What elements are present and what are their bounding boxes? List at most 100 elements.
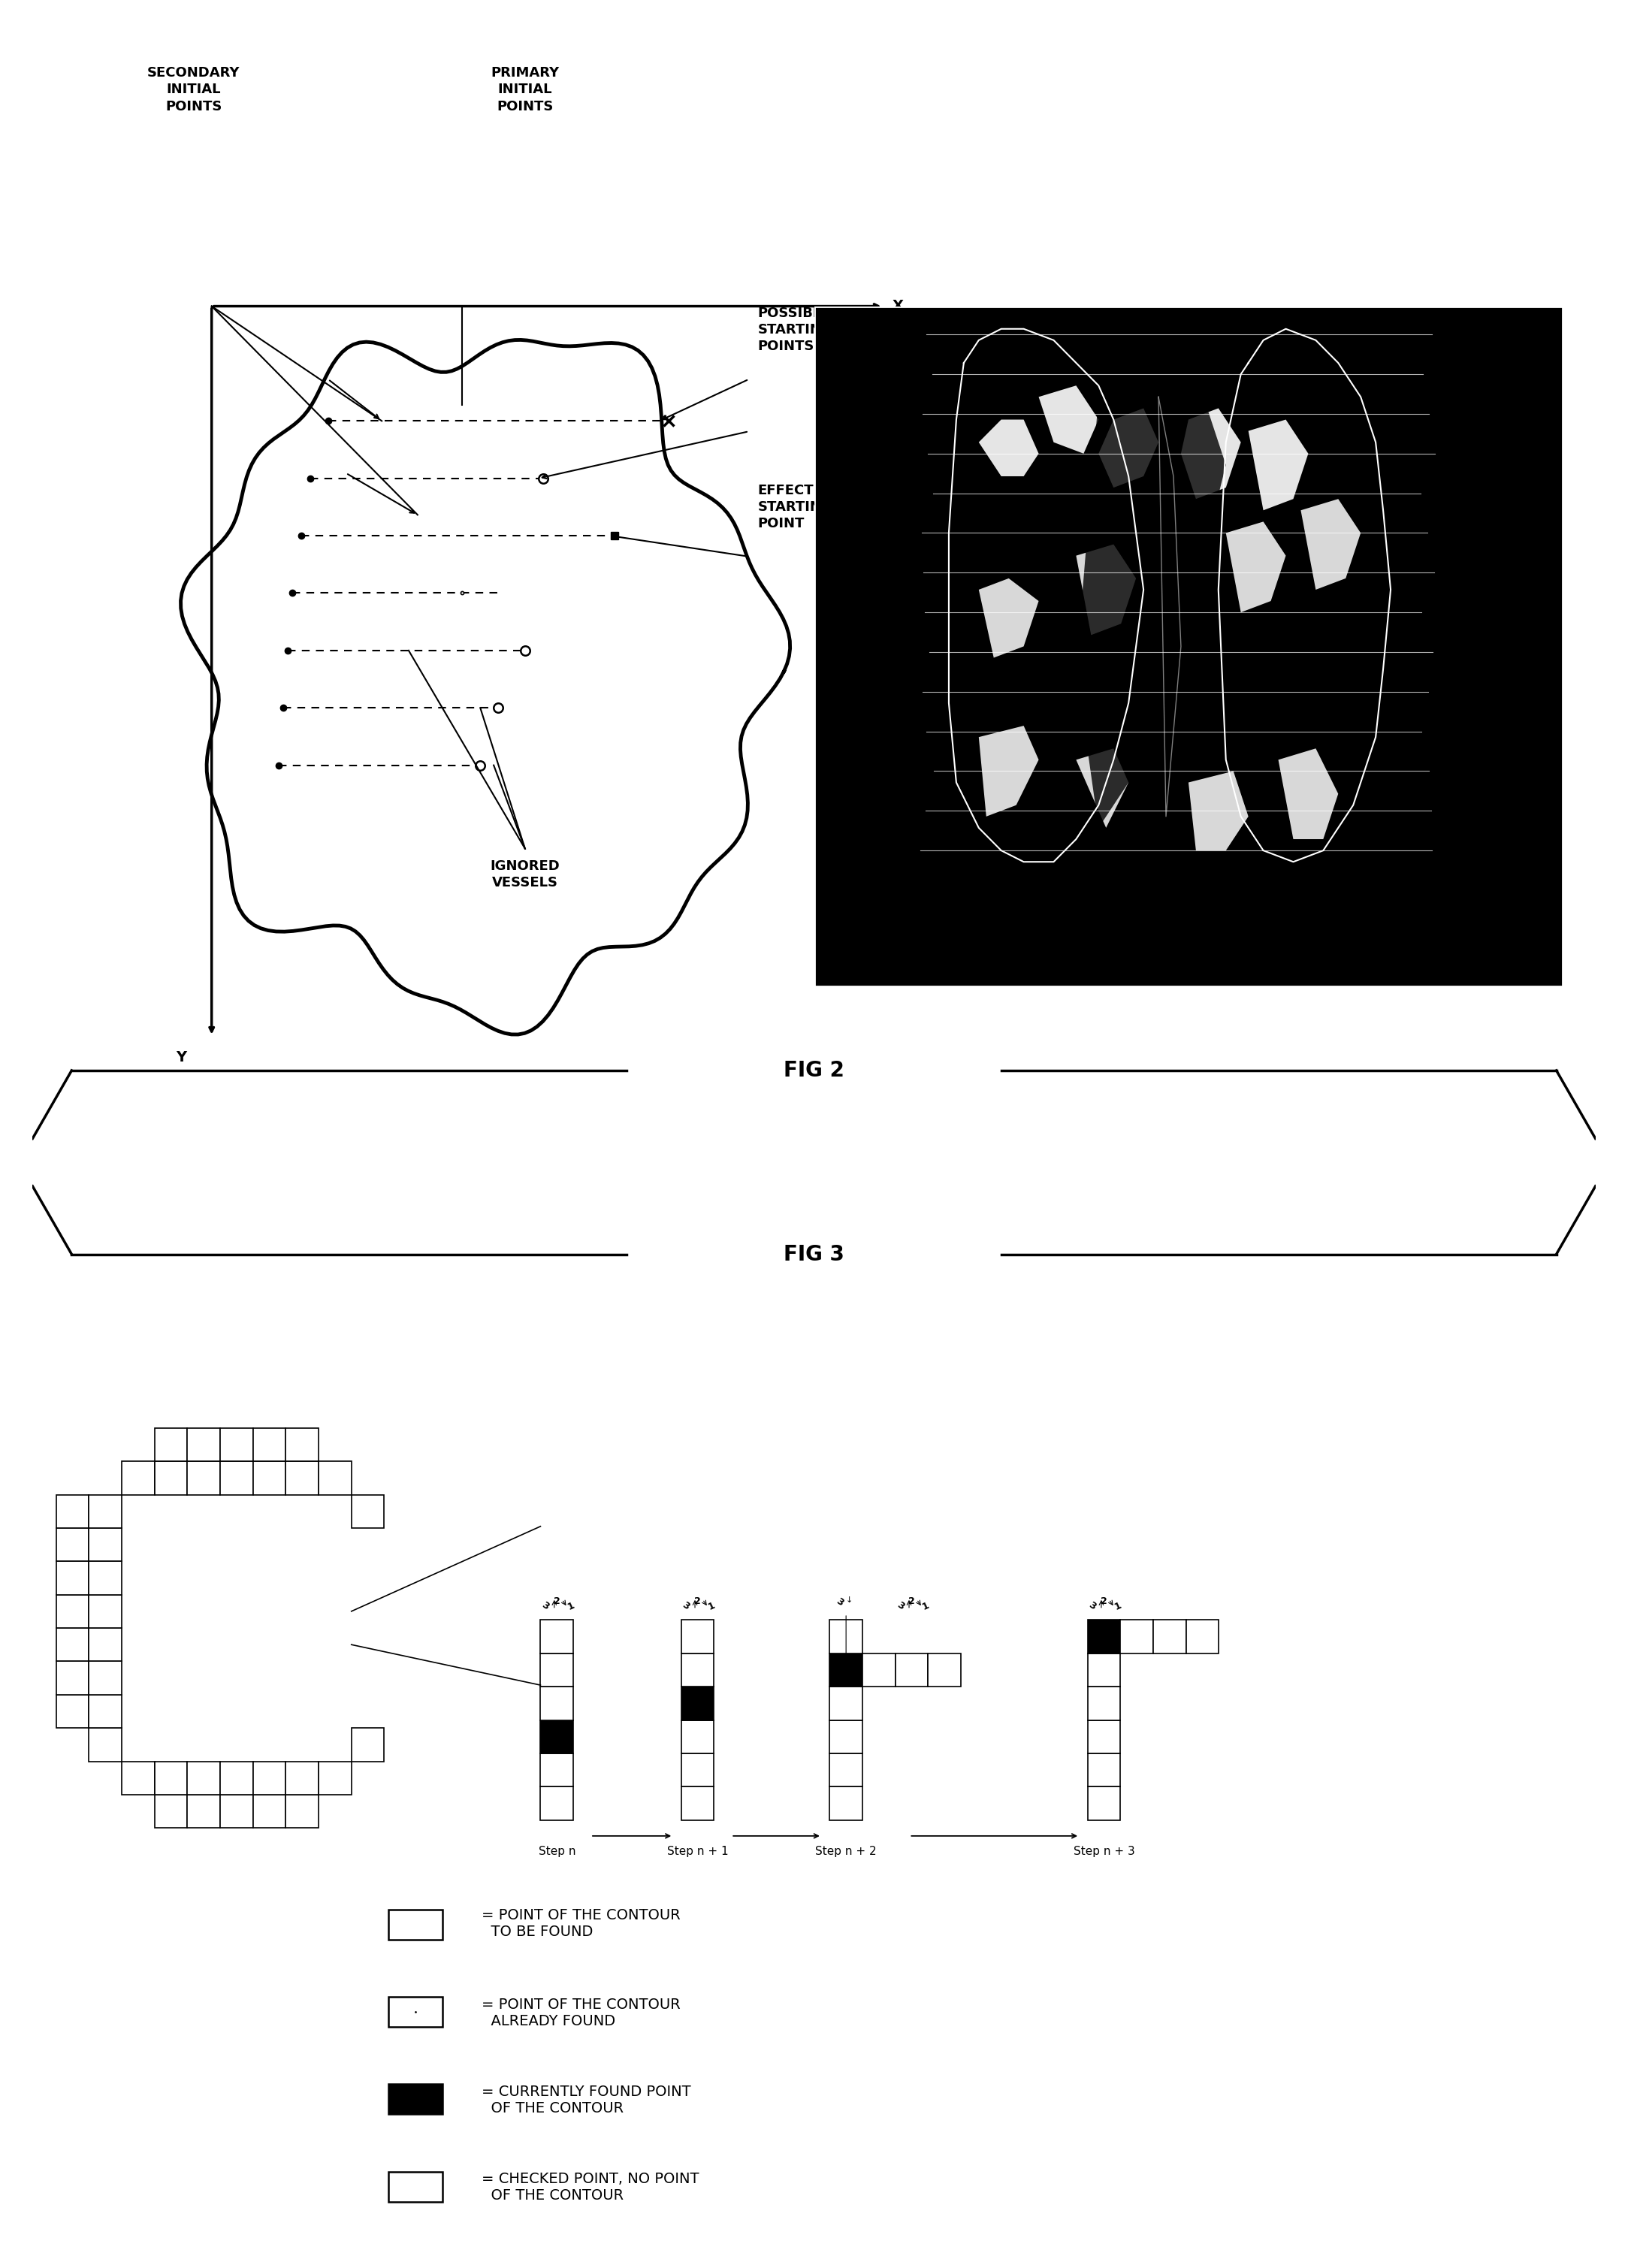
Bar (863, 1653, 895, 1687)
Bar (155, 1461, 187, 1495)
Text: Y: Y (176, 1050, 187, 1064)
Bar (55, 1660, 90, 1694)
Polygon shape (1278, 748, 1338, 839)
Bar (1185, 1619, 1219, 1653)
Text: 3: 3 (835, 1597, 845, 1608)
Bar (319, 1461, 352, 1495)
Bar (187, 1461, 220, 1495)
Text: = CHECKED POINT, NO POINT
  OF THE CONTOUR: = CHECKED POINT, NO POINT OF THE CONTOUR (482, 2173, 698, 2202)
Bar (830, 1687, 863, 1719)
Polygon shape (1188, 771, 1249, 850)
Bar (540, 1619, 573, 1653)
Polygon shape (1301, 499, 1361, 590)
Bar (252, 1762, 287, 1794)
Polygon shape (978, 420, 1039, 476)
Bar (928, 1653, 961, 1687)
Text: FIG 3: FIG 3 (783, 1243, 845, 1266)
Bar (55, 1495, 90, 1529)
Bar (895, 1653, 928, 1687)
Bar (287, 1461, 319, 1495)
Bar (187, 1794, 220, 1828)
Bar (540, 1687, 573, 1719)
Polygon shape (978, 726, 1039, 816)
Bar (540, 1719, 573, 1753)
Bar (90, 1495, 122, 1529)
Bar (387, 1996, 443, 2028)
Bar (55, 1560, 90, 1594)
Bar (187, 1429, 220, 1461)
Bar (387, 2084, 443, 2114)
Text: EFFECTIVE
STARTING
POINT: EFFECTIVE STARTING POINT (759, 483, 838, 531)
Bar (155, 1794, 187, 1828)
Polygon shape (1076, 748, 1128, 828)
Text: 2: 2 (1101, 1597, 1107, 1606)
Bar (1088, 1787, 1120, 1819)
Polygon shape (1226, 522, 1286, 612)
Bar (1088, 1619, 1120, 1653)
Bar (287, 1429, 319, 1461)
Bar (90, 1529, 122, 1560)
Text: = POINT OF THE CONTOUR
  ALREADY FOUND: = POINT OF THE CONTOUR ALREADY FOUND (482, 1998, 681, 2028)
Text: = POINT OF THE CONTOUR
  TO BE FOUND: = POINT OF THE CONTOUR TO BE FOUND (482, 1907, 681, 1939)
Bar (1088, 1753, 1120, 1787)
Bar (681, 1787, 715, 1819)
Text: 3: 3 (895, 1601, 905, 1613)
Bar (830, 1653, 863, 1687)
Bar (122, 1461, 155, 1495)
Bar (252, 1429, 287, 1461)
Polygon shape (1180, 408, 1241, 499)
Bar (220, 1794, 252, 1828)
Bar (1088, 1653, 1120, 1687)
Bar (1153, 1619, 1185, 1653)
Bar (220, 1762, 252, 1794)
Text: POSSIBLE
STARTING
POINTS: POSSIBLE STARTING POINTS (759, 306, 834, 354)
Bar (155, 1429, 187, 1461)
Bar (830, 1787, 863, 1819)
Bar (540, 1653, 573, 1687)
Bar (319, 1762, 352, 1794)
Bar (252, 1794, 287, 1828)
Bar (90, 1628, 122, 1660)
Text: Step n + 1: Step n + 1 (667, 1846, 728, 1857)
Bar (387, 1910, 443, 1939)
Text: ↓: ↓ (847, 1597, 853, 1603)
Text: IGNORED
VESSELS: IGNORED VESSELS (490, 860, 560, 889)
Text: PRIMARY
INITIAL
POINTS: PRIMARY INITIAL POINTS (490, 66, 560, 113)
Bar (352, 1728, 384, 1762)
Bar (681, 1687, 715, 1719)
Bar (352, 1495, 384, 1529)
Text: 3: 3 (1088, 1601, 1097, 1613)
Bar (252, 1461, 287, 1495)
Bar (540, 1753, 573, 1787)
Bar (220, 1429, 252, 1461)
Polygon shape (1076, 374, 1226, 828)
Text: SECONDARY
INITIAL
POINTS: SECONDARY INITIAL POINTS (148, 66, 239, 113)
Text: 2: 2 (694, 1597, 700, 1606)
Bar (540, 1787, 573, 1819)
Text: FIG 2: FIG 2 (783, 1059, 845, 1082)
Text: 1: 1 (1112, 1601, 1123, 1613)
Bar (187, 1762, 220, 1794)
Bar (90, 1560, 122, 1594)
Bar (287, 1762, 319, 1794)
Polygon shape (1099, 408, 1159, 488)
Bar (55, 1694, 90, 1728)
Text: 3: 3 (681, 1601, 692, 1613)
Bar (830, 1619, 863, 1653)
Bar (90, 1660, 122, 1694)
Bar (220, 1461, 252, 1495)
Bar (681, 1653, 715, 1687)
Bar (681, 1619, 715, 1653)
Text: 2: 2 (908, 1597, 915, 1606)
Bar (90, 1694, 122, 1728)
Bar (830, 1719, 863, 1753)
Bar (1120, 1619, 1153, 1653)
Bar (155, 1762, 187, 1794)
Bar (1088, 1687, 1120, 1719)
Text: Step n: Step n (539, 1846, 576, 1857)
Bar (681, 1753, 715, 1787)
Bar (287, 1794, 319, 1828)
Bar (681, 1719, 715, 1753)
Text: Step n + 3: Step n + 3 (1073, 1846, 1135, 1857)
Text: X: X (892, 299, 904, 313)
